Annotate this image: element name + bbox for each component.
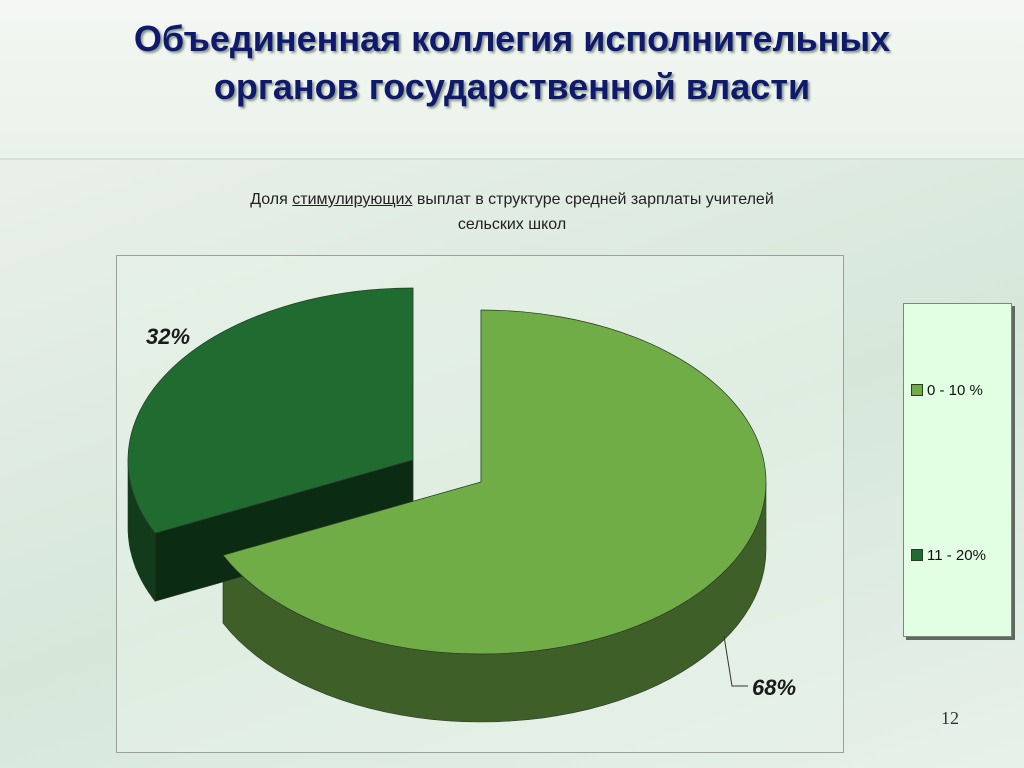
data-label-11-20: 32% [146, 324, 190, 349]
legend-label-0-10: 0 - 10 % [927, 382, 983, 399]
slice-11-20-top [127, 287, 414, 534]
chart-title-part-underlined: стимулирующих [292, 191, 413, 208]
chart-title-part-1: Доля [250, 191, 293, 208]
slide-header: Объединенная коллегия исполнительных орг… [0, 0, 1024, 160]
slice-0-10-top [222, 309, 767, 655]
legend-item-0-10: 0 - 10 % [911, 382, 983, 399]
chart-title-line-1: Доля стимулирующих выплат в структуре ср… [120, 191, 904, 209]
chart-title-part-3: выплат в структуре средней зарплаты учит… [412, 191, 774, 208]
chart-title-line-2: сельских школ [457, 216, 567, 233]
data-label-0-10: 68% [752, 675, 796, 700]
legend-swatch-0-10 [911, 384, 923, 396]
slide-title-line-2: органов государственной власти [213, 66, 811, 107]
leader-line-0-10 [723, 635, 748, 687]
legend: 0 - 10 % 11 - 20% [903, 303, 1012, 637]
legend-swatch-11-20 [911, 549, 923, 561]
page-number: 12 [941, 708, 959, 728]
slide-title-line-1: Объединенная коллегия исполнительных [133, 18, 891, 59]
legend-item-11-20: 11 - 20% [911, 547, 986, 564]
pie-layer: 68% 32% [127, 287, 796, 723]
legend-label-11-20: 11 - 20% [927, 547, 986, 564]
